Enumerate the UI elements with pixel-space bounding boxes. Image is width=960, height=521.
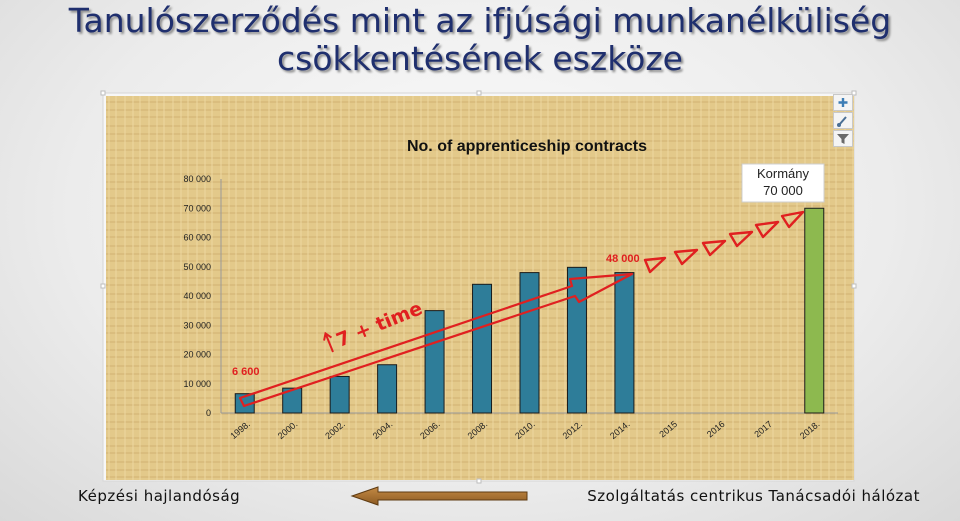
chevron-icon [701,239,727,257]
frame-handles [100,90,857,484]
slide-title: Tanulószerződés mint az ifjúsági munkané… [0,2,960,78]
y-tick-label: 0 [206,408,211,418]
bar-2014 [614,272,635,414]
slide-title-line1: Tanulószerződés mint az ifjúsági munkané… [68,1,892,40]
bar-2010 [519,272,540,414]
chevron-icon [754,220,780,239]
trend-arrow [238,272,634,408]
bar-2006 [424,310,445,414]
filter-icon[interactable] [833,130,853,147]
footer-left-label: Képzési hajlandóság [78,487,241,505]
peak-value-label: 48 000 [606,253,640,265]
brush-icon[interactable] [833,112,853,129]
bar-2018 [804,207,825,414]
projection-chevrons [643,210,805,274]
footer-right-label: Szolgáltatás centrikus Tanácsadói hálóza… [587,487,920,505]
callout-box [741,163,825,203]
y-tick-label: 80 000 [183,174,211,184]
slide-title-line2: csökkentésének eszköze [277,39,683,78]
bar-2002 [329,375,350,414]
chart-title: No. of apprenticeship contracts [407,138,647,155]
bar-2012 [566,266,587,414]
chevron-icon [643,256,667,274]
y-tick-label: 70 000 [183,203,211,213]
y-tick-label: 40 000 [183,291,211,301]
plus-icon[interactable] [833,94,853,111]
callout-line2: 70 000 [763,183,803,198]
up-arrow-icon [323,331,334,353]
y-tick-label: 20 000 [183,350,211,360]
bar-2008 [472,283,493,414]
bar-2004 [377,364,398,414]
chevron-icon [780,210,805,229]
y-tick-label: 30 000 [183,320,211,330]
footer-left-arrow-icon [350,486,528,506]
bar-2000 [282,387,303,414]
y-tick-label: 50 000 [183,262,211,272]
chevron-icon [673,248,699,266]
y-tick-label: 10 000 [183,379,211,389]
chevron-icon [728,230,754,248]
callout-line1: Kormány [757,166,810,181]
y-tick-label: 60 000 [183,233,211,243]
start-value-label: 6 600 [232,366,260,378]
